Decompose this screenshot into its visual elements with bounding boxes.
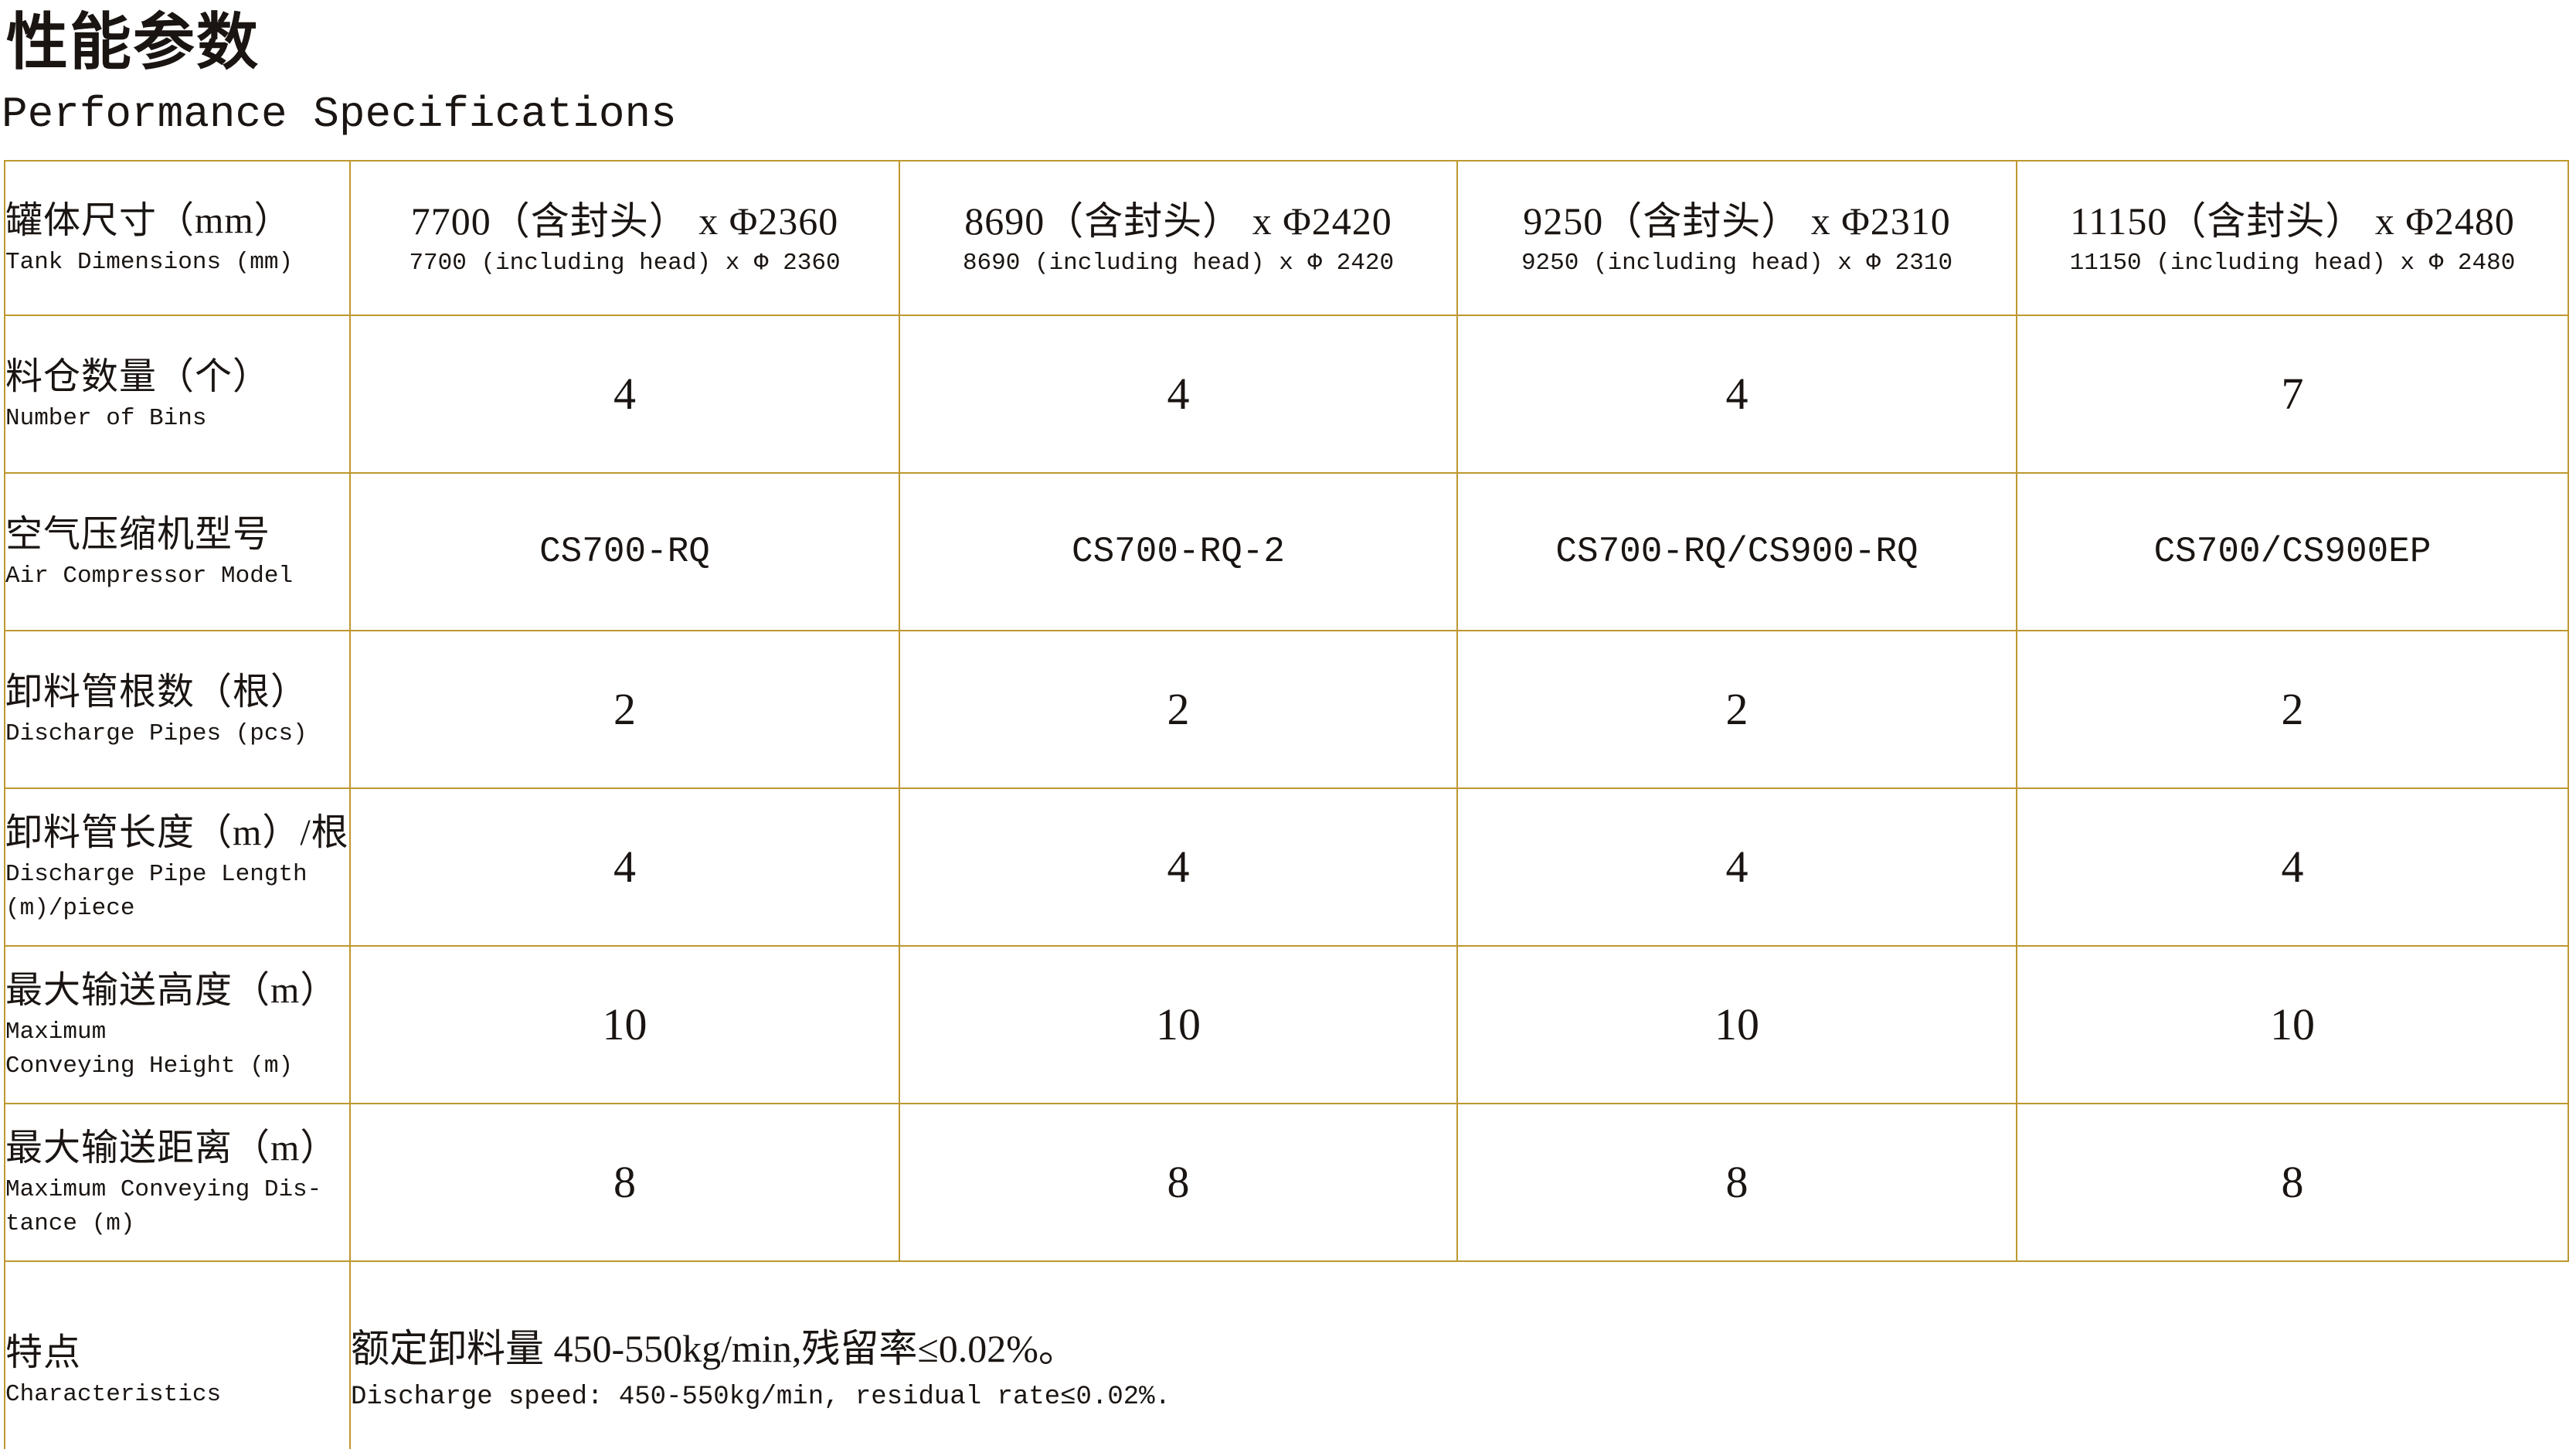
row-label-zh: 最大输送高度（m） — [5, 970, 338, 1011]
cell-value-zh: 9250（含封头） x Φ2310 — [1523, 199, 1951, 243]
row-label-zh: 空气压缩机型号 — [5, 514, 271, 555]
cell-value: 10 — [2270, 999, 2315, 1049]
cell-value: 7 — [2281, 369, 2304, 419]
table-cell: 8690（含封头） x Φ2420 8690 (including head) … — [899, 160, 1458, 316]
characteristics-text-zh: 额定卸料量 450-550kg/min,残留率≤0.02%。 — [351, 1326, 1077, 1370]
table-cell: CS700-RQ-2 — [899, 472, 1458, 631]
cell-value: 4 — [1725, 369, 1748, 419]
cell-value: 2 — [1725, 684, 1748, 734]
row-label-zh: 最大输送距离（m） — [5, 1128, 338, 1168]
cell-value-en: 7700 (including head) x Φ 2360 — [409, 250, 841, 277]
cell-value: 2 — [2281, 684, 2304, 734]
row-header: 卸料管根数（根） Discharge Pipes (pcs) — [4, 630, 351, 789]
table-cell: 4 — [899, 787, 1458, 947]
table-cell: CS700-RQ — [349, 472, 900, 631]
cell-value: 2 — [1167, 684, 1190, 734]
table-cell: 2 — [2016, 630, 2569, 789]
row-header: 最大输送距离（m） Maximum Conveying Dis- tance (… — [4, 1103, 351, 1262]
table-cell: 8 — [899, 1103, 1458, 1262]
row-label-en: Discharge Pipe Length (m)/piece — [5, 861, 308, 922]
cell-value: 4 — [613, 842, 636, 892]
row-label-en: Maximum Conveying Height (m) — [5, 1019, 294, 1080]
table-row-number-of-bins: 料仓数量（个） Number of Bins 4 4 4 7 — [4, 315, 2569, 474]
cell-value: 4 — [1725, 842, 1748, 892]
table-cell: 4 — [1456, 787, 2017, 947]
cell-value-zh: 7700（含封头） x Φ2360 — [410, 199, 839, 243]
table-row-characteristics: 特点 Characteristics 额定卸料量 450-550kg/min,残… — [4, 1260, 2568, 1449]
table-cell: 10 — [899, 945, 1458, 1104]
cell-value: 10 — [1156, 999, 1201, 1049]
cell-value-en: 9250 (including head) x Φ 2310 — [1521, 250, 1953, 277]
cell-value: 10 — [1715, 999, 1759, 1049]
table-row-tank-dimensions: 罐体尺寸（mm） Tank Dimensions (mm) 7700（含封头） … — [4, 160, 2569, 316]
row-header: 最大输送高度（m） Maximum Conveying Height (m) — [4, 945, 351, 1104]
cell-value: 4 — [2281, 842, 2304, 892]
table-cell: CS700-RQ/CS900-RQ — [1456, 472, 2017, 631]
table-cell: 8 — [2016, 1103, 2569, 1262]
table-cell: 10 — [1456, 945, 2017, 1104]
table-row-max-conveying-distance: 最大输送距离（m） Maximum Conveying Dis- tance (… — [4, 1103, 2569, 1262]
cell-value: CS700-RQ — [539, 532, 710, 572]
row-header: 空气压缩机型号 Air Compressor Model — [4, 472, 351, 631]
table-cell: 10 — [349, 945, 900, 1104]
cell-value: 4 — [613, 369, 636, 419]
table-cell: 8 — [1456, 1103, 2017, 1262]
page-title-zh: 性能参数 — [6, 9, 260, 77]
table-cell: 2 — [899, 630, 1458, 789]
row-header: 卸料管长度（m）/根 Discharge Pipe Length (m)/pie… — [4, 787, 351, 947]
table-cell: 4 — [349, 787, 900, 947]
cell-value: 4 — [1167, 369, 1190, 419]
cell-value: CS700-RQ/CS900-RQ — [1555, 532, 1918, 572]
cell-value: 2 — [613, 684, 636, 734]
cell-value: 4 — [1167, 842, 1190, 892]
cell-value-en: 8690 (including head) x Φ 2420 — [962, 250, 1395, 277]
cell-value: 8 — [613, 1157, 636, 1207]
table-cell: 9250（含封头） x Φ2310 9250 (including head) … — [1456, 160, 2017, 316]
table-cell: CS700/CS900EP — [2016, 472, 2569, 631]
table-cell: 10 — [2016, 945, 2569, 1104]
table-cell: 8 — [349, 1103, 900, 1262]
row-label-zh: 特点 — [5, 1332, 82, 1373]
cell-value: 8 — [1167, 1157, 1190, 1207]
table-cell: 2 — [349, 630, 900, 789]
row-header: 特点 Characteristics — [4, 1260, 351, 1449]
cell-value: 8 — [1725, 1157, 1748, 1207]
table-cell: 7 — [2016, 315, 2569, 474]
table-cell: 7700（含封头） x Φ2360 7700 (including head) … — [349, 160, 900, 316]
row-label-en: Number of Bins — [5, 405, 207, 432]
row-label-en: Characteristics — [5, 1380, 222, 1408]
table-row-max-conveying-height: 最大输送高度（m） Maximum Conveying Height (m) 1… — [4, 945, 2569, 1104]
table-row-discharge-pipes: 卸料管根数（根） Discharge Pipes (pcs) 2 2 2 2 — [4, 630, 2569, 789]
table-cell: 4 — [349, 315, 900, 474]
row-header: 罐体尺寸（mm） Tank Dimensions (mm) — [4, 160, 351, 316]
row-label-en: Tank Dimensions (mm) — [5, 249, 294, 276]
cell-value-zh: 8690（含封头） x Φ2420 — [964, 199, 1392, 243]
row-label-zh: 料仓数量（个） — [5, 356, 271, 397]
row-label-zh: 卸料管根数（根） — [5, 672, 309, 713]
characteristics-cell: 额定卸料量 450-550kg/min,残留率≤0.02%。 Discharge… — [349, 1260, 2568, 1449]
table-cell: 11150（含封头） x Φ2480 11150 (including head… — [2016, 160, 2569, 316]
table-cell: 4 — [899, 315, 1458, 474]
table-cell: 4 — [2016, 787, 2569, 947]
row-label-zh: 卸料管长度（m）/根 — [5, 812, 349, 853]
table-cell: 2 — [1456, 630, 2017, 789]
cell-value: CS700-RQ-2 — [1071, 532, 1286, 572]
row-label-en: Discharge Pipes (pcs) — [5, 720, 308, 747]
table-row-air-compressor-model: 空气压缩机型号 Air Compressor Model CS700-RQ CS… — [4, 472, 2569, 631]
cell-value: 8 — [2281, 1157, 2304, 1207]
characteristics-text-en: Discharge speed: 450-550kg/min, residual… — [351, 1382, 1171, 1412]
cell-value: 10 — [602, 999, 647, 1049]
row-label-en: Maximum Conveying Dis- tance (m) — [5, 1176, 322, 1237]
cell-value: CS700/CS900EP — [2153, 532, 2432, 572]
row-label-en: Air Compressor Model — [5, 563, 294, 590]
table-cell: 4 — [1456, 315, 2017, 474]
row-header: 料仓数量（个） Number of Bins — [4, 315, 351, 474]
performance-spec-table: 罐体尺寸（mm） Tank Dimensions (mm) 7700（含封头） … — [4, 160, 2569, 1449]
page-title-en: Performance Specifications — [2, 90, 677, 139]
table-row-discharge-pipe-length: 卸料管长度（m）/根 Discharge Pipe Length (m)/pie… — [4, 787, 2569, 947]
cell-value-zh: 11150（含封头） x Φ2480 — [2070, 199, 2515, 243]
row-label-zh: 罐体尺寸（mm） — [5, 200, 292, 241]
cell-value-en: 11150 (including head) x Φ 2480 — [2069, 250, 2516, 277]
